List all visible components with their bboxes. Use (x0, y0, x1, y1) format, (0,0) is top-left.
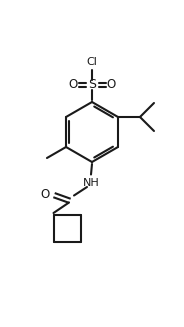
Text: NH: NH (83, 179, 99, 188)
Text: O: O (68, 78, 78, 92)
Text: Cl: Cl (86, 57, 98, 66)
Text: O: O (40, 188, 49, 201)
Text: O: O (106, 78, 116, 92)
Text: S: S (88, 78, 96, 92)
